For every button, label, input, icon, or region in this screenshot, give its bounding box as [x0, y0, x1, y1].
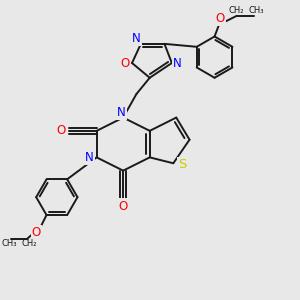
Text: CH₂: CH₂ [21, 239, 37, 248]
Text: CH₃: CH₃ [249, 6, 265, 15]
Text: N: N [85, 151, 94, 164]
Text: CH₂: CH₂ [229, 6, 244, 15]
Text: O: O [120, 56, 129, 70]
Text: O: O [216, 12, 225, 25]
Text: CH₃: CH₃ [2, 239, 17, 248]
Text: O: O [57, 124, 66, 137]
Text: O: O [118, 200, 128, 212]
Text: S: S [178, 158, 186, 171]
Text: N: N [132, 32, 141, 45]
Text: O: O [32, 226, 41, 238]
Text: N: N [173, 56, 182, 70]
Text: N: N [117, 106, 126, 119]
